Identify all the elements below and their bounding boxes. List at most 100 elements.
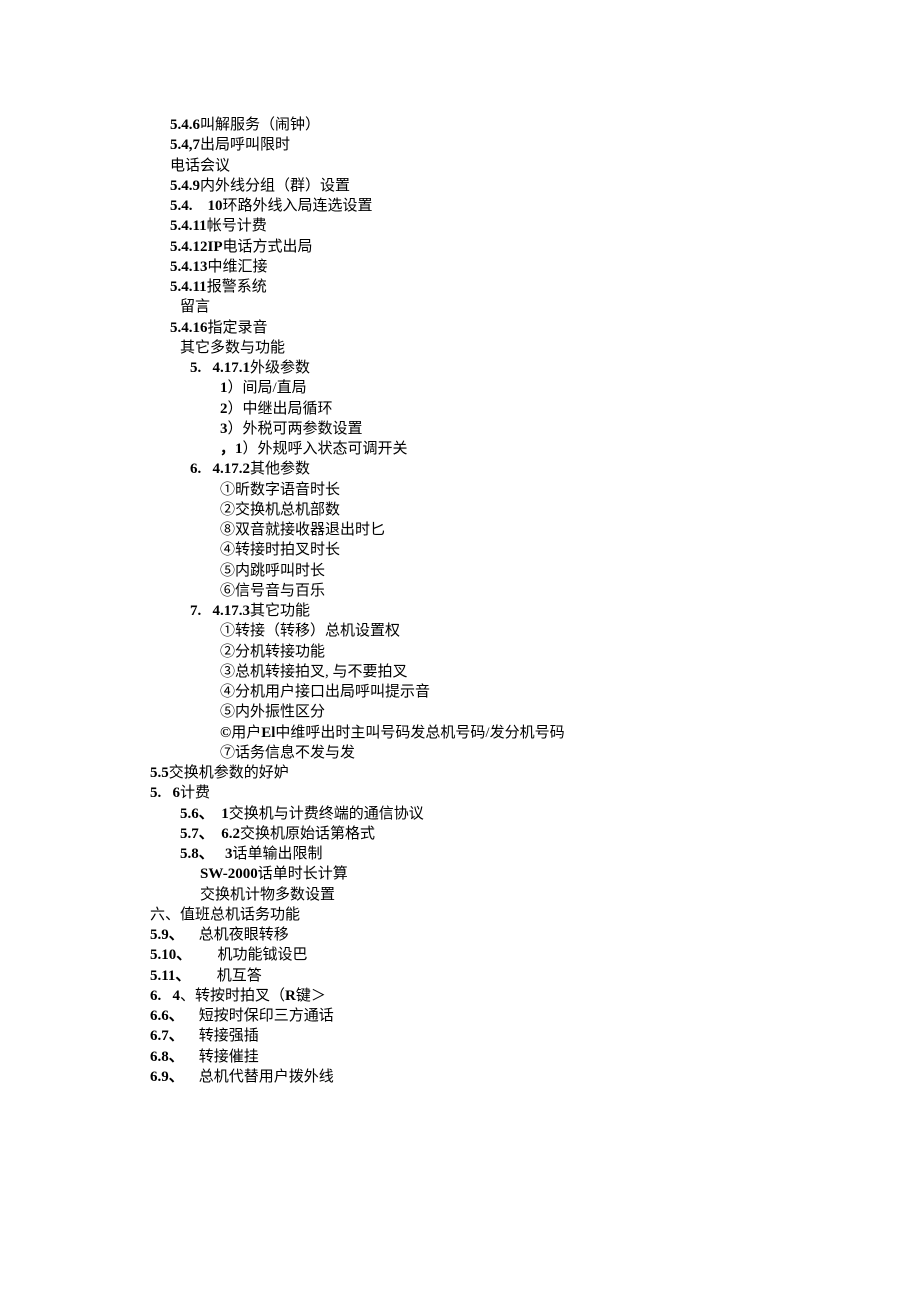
line-number: 5.4,7 bbox=[170, 137, 200, 153]
line-number: 6.7、 bbox=[150, 1028, 199, 1044]
line-text: 转接强插 bbox=[199, 1028, 259, 1044]
toc-line: 电话会议 bbox=[150, 156, 920, 176]
toc-line: 6.9、 总机代替用户拨外线 bbox=[150, 1067, 920, 1087]
toc-line: ©用户El中维呼出时主叫号码发总机号码/发分机号码 bbox=[150, 723, 920, 743]
line-number: 6.9、 bbox=[150, 1069, 199, 1085]
toc-line: 5.6、 1交换机与计费终端的通信协议 bbox=[150, 804, 920, 824]
line-number: 5.4.11 bbox=[170, 218, 207, 234]
line-text: 帐号计费 bbox=[207, 218, 267, 234]
toc-line: 5.4,7出局呼叫限时 bbox=[150, 135, 920, 155]
toc-line: 5. 6计费 bbox=[150, 783, 920, 803]
toc-line: 6.7、 转接强插 bbox=[150, 1026, 920, 1046]
line-number: 5.4.12IP bbox=[170, 239, 223, 255]
line-text: ②交换机总机部数 bbox=[220, 502, 340, 518]
line-number: ，1 bbox=[220, 441, 243, 457]
line-text: ）中继出局循环 bbox=[228, 401, 333, 417]
line-text: 机互答 bbox=[217, 968, 262, 984]
toc-line: 5.4.12IP电话方式出局 bbox=[150, 237, 920, 257]
line-number: 6. 4.17.2 bbox=[190, 461, 250, 477]
line-text: 交换机参数的好妒 bbox=[169, 765, 289, 781]
toc-line: ⑤内跳呼叫时长 bbox=[150, 561, 920, 581]
line-number: 5.4.13 bbox=[170, 259, 208, 275]
line-text: ⑤内外振性区分 bbox=[220, 704, 325, 720]
line-text: 短按时保印三方通话 bbox=[199, 1008, 334, 1024]
line-number: 5.5 bbox=[150, 765, 169, 781]
toc-line: ④分机用户接口出局呼叫提示音 bbox=[150, 682, 920, 702]
line-text: 电话会议 bbox=[170, 158, 230, 174]
line-number: 5.4. 10 bbox=[170, 198, 223, 214]
line-number: 5.4.9 bbox=[170, 178, 200, 194]
toc-line: 5.10、 机功能钺设巴 bbox=[150, 945, 920, 965]
toc-line: 5.4.16指定录音 bbox=[150, 318, 920, 338]
line-text: 六、值班总机话务功能 bbox=[150, 907, 300, 923]
line-text: 交换机与计费终端的通信协议 bbox=[229, 806, 424, 822]
toc-line: SW-2000话单时长计算 bbox=[150, 864, 920, 884]
line-text: 机功能钺设巴 bbox=[218, 947, 308, 963]
toc-line: 5.5交换机参数的好妒 bbox=[150, 763, 920, 783]
line-text: 总机夜眼转移 bbox=[199, 927, 289, 943]
line-bold-mid: El bbox=[261, 725, 275, 741]
line-number: © bbox=[220, 725, 231, 741]
toc-line: 5.4.6叫解服务（闹钟） bbox=[150, 115, 920, 135]
line-text: 计费 bbox=[180, 785, 210, 801]
toc-line: 5.4.11帐号计费 bbox=[150, 216, 920, 236]
toc-line: ，1）外规呼入状态可调开关 bbox=[150, 439, 920, 459]
line-text: 其它多数与功能 bbox=[180, 340, 285, 356]
line-number: 7. 4.17.3 bbox=[190, 603, 250, 619]
line-text: 其他参数 bbox=[250, 461, 310, 477]
line-text: ②分机转接功能 bbox=[220, 644, 325, 660]
line-text: ）外规呼入状态可调开关 bbox=[243, 441, 408, 457]
toc-line: 2）中继出局循环 bbox=[150, 399, 920, 419]
toc-line: 6. 4.17.2其他参数 bbox=[150, 459, 920, 479]
toc-line: ⑥信号音与百乐 bbox=[150, 581, 920, 601]
toc-line: ①转接（转移）总机设置权 bbox=[150, 621, 920, 641]
toc-line: 5.8、 3话单输出限制 bbox=[150, 844, 920, 864]
line-number: 5.8、 3 bbox=[180, 846, 233, 862]
toc-line: 六、值班总机话务功能 bbox=[150, 905, 920, 925]
line-number: 5.10、 bbox=[150, 947, 218, 963]
toc-line: 留言 bbox=[150, 297, 920, 317]
line-text: 报警系统 bbox=[207, 279, 267, 295]
line-number: 1 bbox=[220, 380, 228, 396]
toc-line: 6. 4、转按时拍叉（R键＞ bbox=[150, 986, 920, 1006]
toc-line: ④转接时拍叉时长 bbox=[150, 540, 920, 560]
toc-line: 5.4. 10环路外线入局连选设置 bbox=[150, 196, 920, 216]
line-text: 话单输出限制 bbox=[233, 846, 323, 862]
line-number: 6.6、 bbox=[150, 1008, 199, 1024]
line-text: 出局呼叫限时 bbox=[200, 137, 290, 153]
line-number: 6.8、 bbox=[150, 1049, 199, 1065]
line-text: 交换机计物多数设置 bbox=[200, 887, 335, 903]
toc-line: ⑦话务信息不发与发 bbox=[150, 743, 920, 763]
line-number: 5.4.16 bbox=[170, 320, 208, 336]
toc-line: 其它多数与功能 bbox=[150, 338, 920, 358]
line-number: 5.6、 1 bbox=[180, 806, 229, 822]
line-text: ⑥信号音与百乐 bbox=[220, 583, 325, 599]
line-text: ⑦话务信息不发与发 bbox=[220, 745, 355, 761]
line-text: ）外税可两参数设置 bbox=[228, 421, 363, 437]
line-text: 内外线分组（群）设置 bbox=[200, 178, 350, 194]
line-number: 5.7、 6.2 bbox=[180, 826, 240, 842]
toc-line: 交换机计物多数设置 bbox=[150, 885, 920, 905]
toc-line: 5.4.13中维汇接 bbox=[150, 257, 920, 277]
line-text: ④转接时拍叉时长 bbox=[220, 542, 340, 558]
line-text: 中维汇接 bbox=[208, 259, 268, 275]
line-text: 总机代替用户拨外线 bbox=[199, 1069, 334, 1085]
toc-line: 5.4.9内外线分组（群）设置 bbox=[150, 176, 920, 196]
line-number: 6. 4 bbox=[150, 988, 180, 1004]
line-text: ③总机转接拍叉, 与不要拍叉 bbox=[220, 664, 408, 680]
toc-line: 5. 4.17.1外级参数 bbox=[150, 358, 920, 378]
toc-line: 7. 4.17.3其它功能 bbox=[150, 601, 920, 621]
line-text: ⑧双音就接收器退出时匕 bbox=[220, 522, 385, 538]
toc-line: 5.4.11报警系统 bbox=[150, 277, 920, 297]
line-number: 5. 6 bbox=[150, 785, 180, 801]
toc-line: ②分机转接功能 bbox=[150, 642, 920, 662]
line-number: 5. 4.17.1 bbox=[190, 360, 250, 376]
line-text: 环路外线入局连选设置 bbox=[223, 198, 373, 214]
line-text: ④分机用户接口出局呼叫提示音 bbox=[220, 684, 430, 700]
line-number: 3 bbox=[220, 421, 228, 437]
line-text: 用户 bbox=[231, 725, 261, 741]
line-number: SW-2000 bbox=[200, 866, 258, 882]
line-tail: 键＞ bbox=[296, 988, 326, 1004]
line-text: 外级参数 bbox=[250, 360, 310, 376]
toc-line: 5.11、 机互答 bbox=[150, 966, 920, 986]
